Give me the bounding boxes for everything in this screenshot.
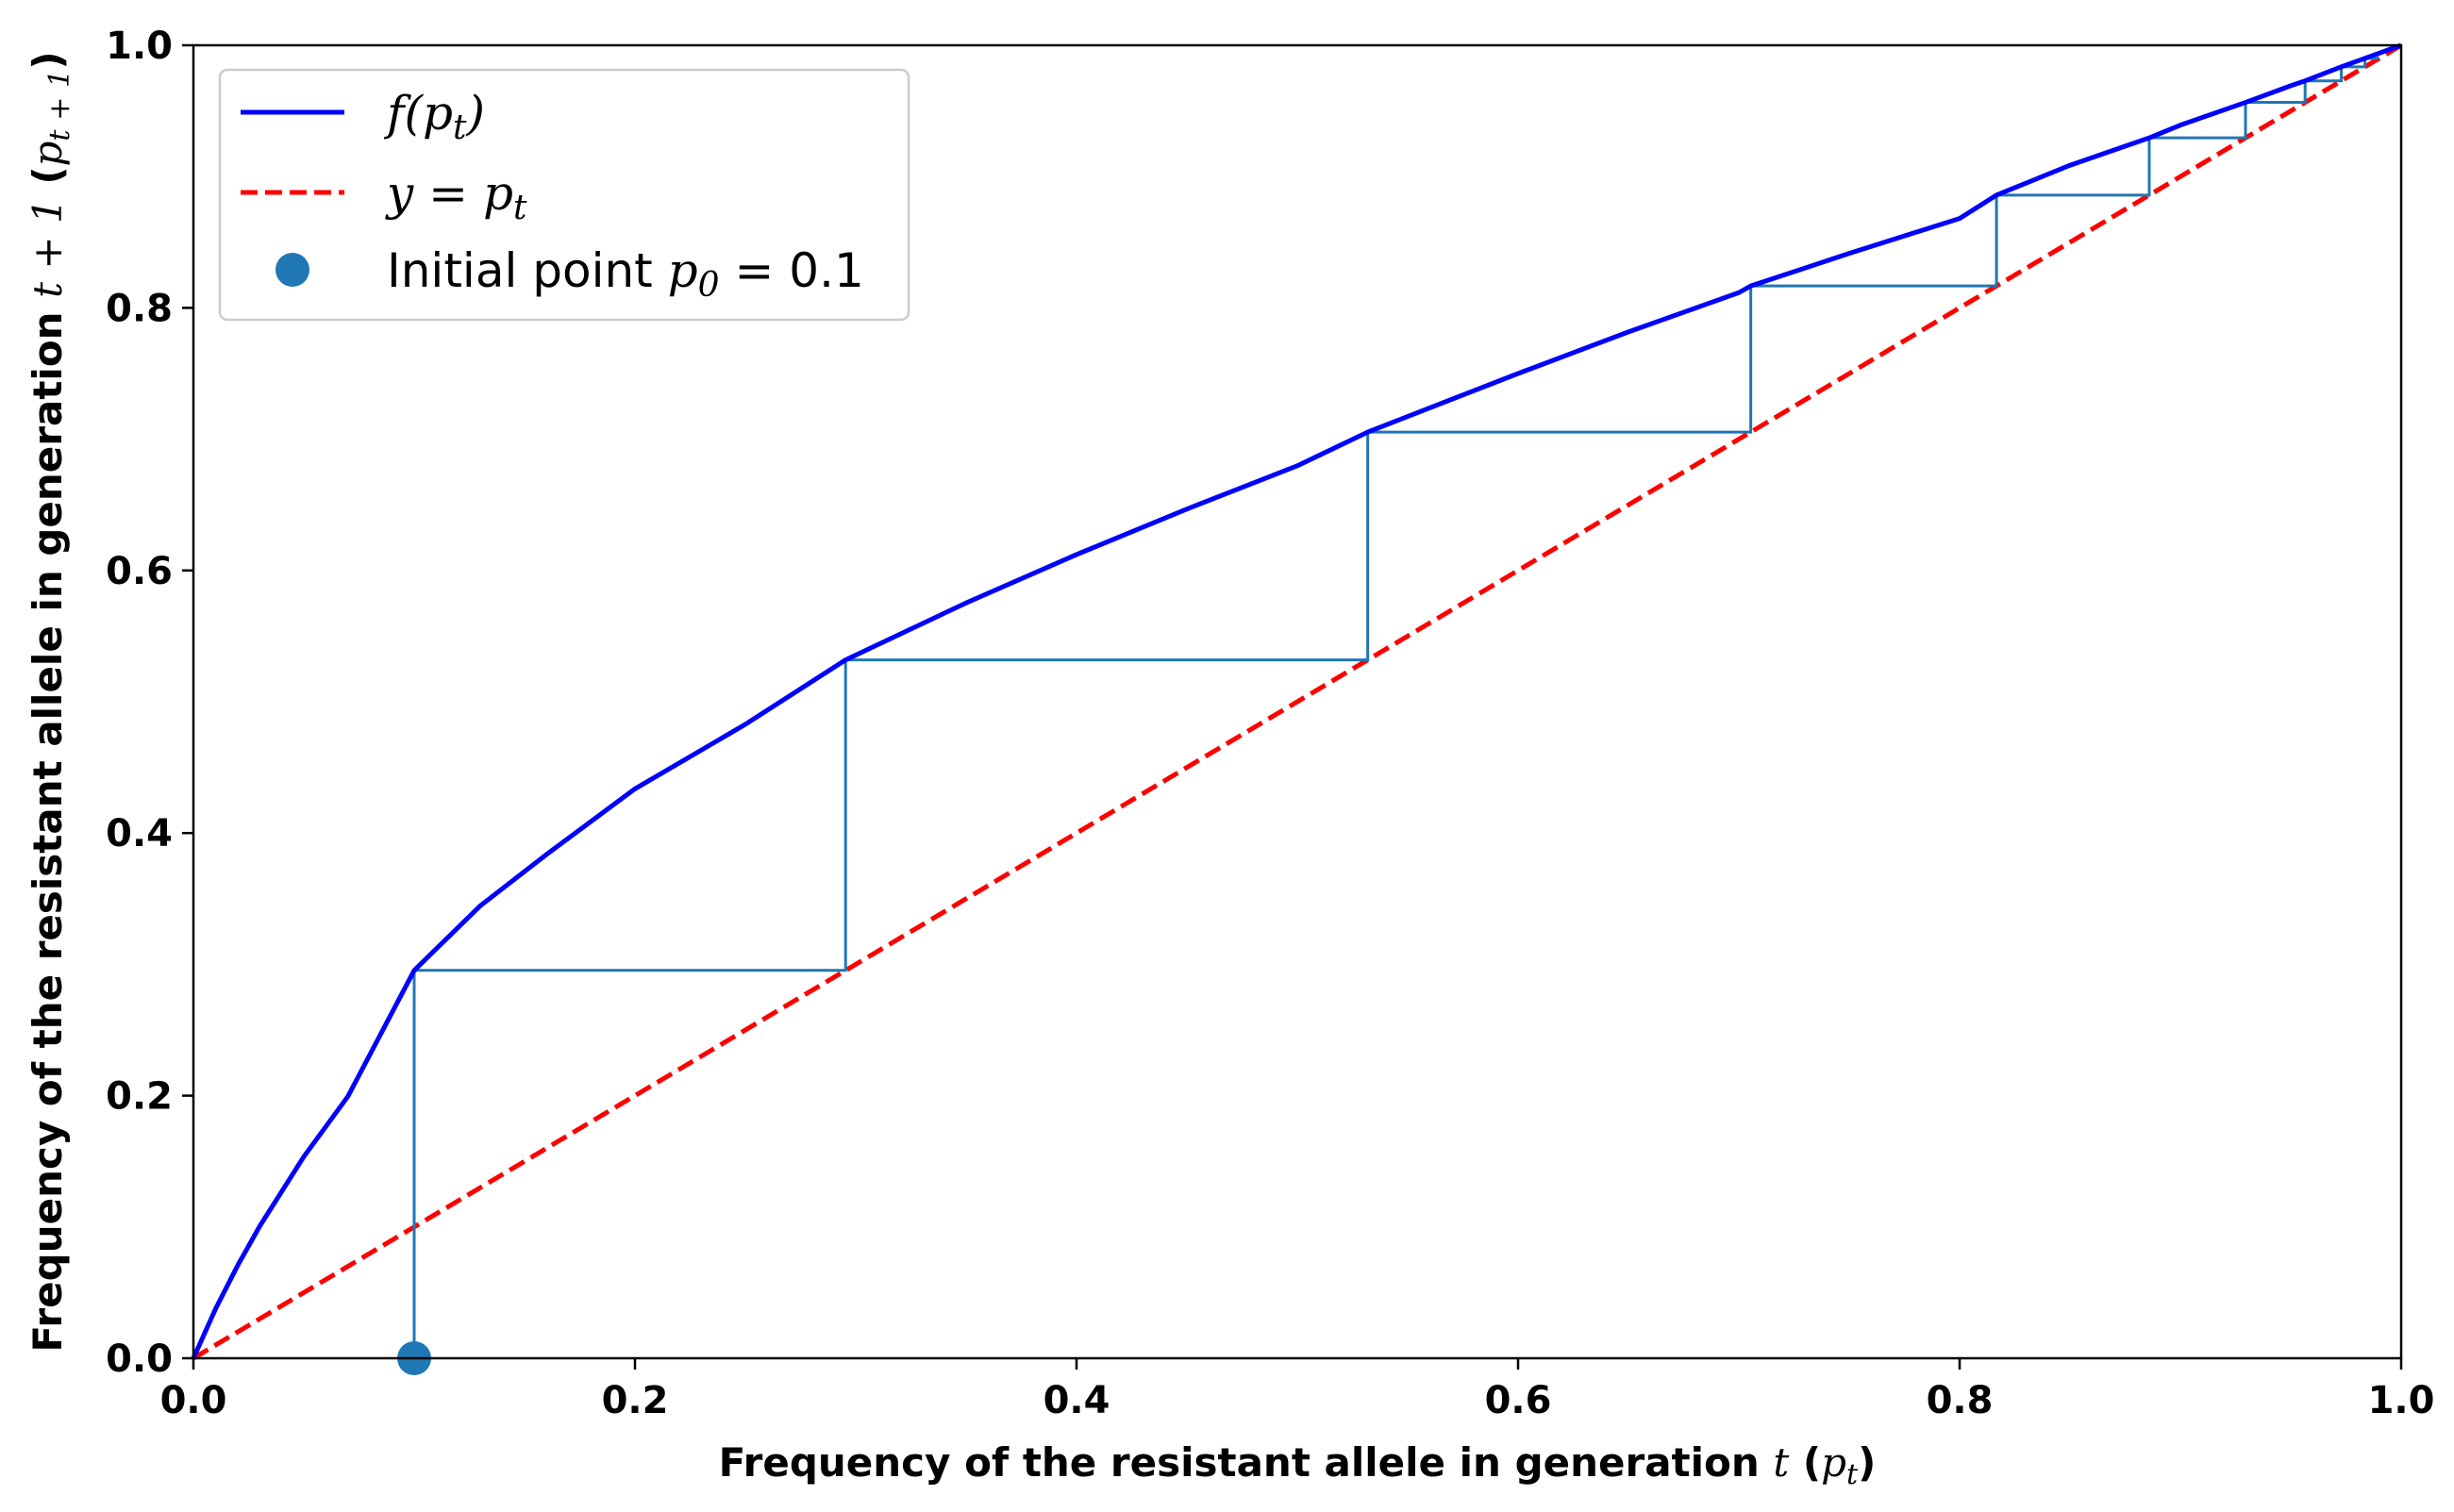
y-axis-label-p: p (25, 141, 71, 167)
legend-label-initial-p: p (668, 243, 698, 298)
y-axis-label-plus: + 1 (25, 198, 71, 282)
x-axis-label-var: t (1773, 1439, 1789, 1486)
y-axis-label-prefix: Frequency of the resistant allele in gen… (25, 298, 71, 1353)
x-axis-label-open: ( (1789, 1439, 1821, 1486)
y-tick-label: 1.0 (106, 25, 173, 68)
legend-label-f-p: p (423, 86, 453, 141)
series-cobweb-steps (412, 57, 2379, 1358)
legend-label-identity-p: p (483, 166, 513, 221)
x-axis-label: Frequency of the resistant allele in gen… (719, 1439, 1877, 1491)
x-tick-label: 0.4 (1043, 1379, 1110, 1422)
plot-frame (192, 43, 2403, 1360)
y-tick-label: 0.6 (106, 550, 173, 593)
y-axis-label-close: ) (25, 51, 71, 69)
x-tick-label: 0.0 (160, 1379, 227, 1422)
legend-swatch-initial-marker (275, 253, 309, 287)
legend-label-identity: y = pt (385, 166, 527, 227)
x-axis-label-prefix: Frequency of the resistant allele in gen… (719, 1439, 1774, 1486)
y-tick-label: 0.8 (106, 287, 173, 330)
legend-label-f-post: ) (466, 86, 486, 141)
tick-layer: 0.0 0.2 0.4 0.6 0.8 1.0 0.0 0.2 0.4 0.6 0.8 1.0 (106, 25, 2434, 1422)
x-tick-label: 0.8 (1927, 1379, 1994, 1422)
x-tick-label: 0.6 (1485, 1379, 1552, 1422)
legend-label-initial-pre: Initial point (387, 243, 668, 298)
legend-label-identity-sub: t (513, 189, 527, 227)
y-tick-label: 0.2 (106, 1075, 173, 1119)
x-axis-label-sub: t (1846, 1458, 1859, 1491)
series-layer (191, 42, 2403, 1375)
legend-entry-f: f(pt) (241, 86, 485, 147)
x-tick-label: 0.2 (602, 1379, 669, 1422)
y-axis-label-sub: t + 1 (43, 70, 76, 141)
x-axis-label-p: p (1821, 1439, 1846, 1486)
legend-label-f: f(pt) (383, 86, 485, 147)
series-f-curve (191, 42, 2402, 1360)
legend-label-initial-sub: 0 (698, 266, 720, 305)
series-identity-line (192, 42, 2403, 1361)
legend-label-initial-post: = 0.1 (720, 243, 864, 298)
legend-label-identity-pre: y = (385, 166, 483, 221)
legend-entry-identity: y = pt (241, 166, 527, 227)
legend: f(pt) y = pt Initial point p0 = 0.1 (218, 68, 910, 322)
legend-label-f-sub: t (453, 108, 467, 147)
y-axis-label-var: t (25, 282, 71, 298)
legend-box (218, 68, 910, 322)
y-tick-label: 0.4 (106, 812, 173, 856)
y-tick-label: 0.0 (106, 1338, 173, 1381)
x-axis-label-close: ) (1858, 1439, 1876, 1486)
y-axis-label-open: ( (25, 166, 71, 198)
legend-entry-initial: Initial point p0 = 0.1 (275, 243, 864, 305)
y-axis-label: Frequency of the resistant allele in gen… (25, 51, 76, 1352)
legend-label-initial: Initial point p0 = 0.1 (387, 243, 864, 305)
x-tick-label: 1.0 (2368, 1379, 2435, 1422)
legend-label-f-pre: f( (383, 86, 425, 141)
